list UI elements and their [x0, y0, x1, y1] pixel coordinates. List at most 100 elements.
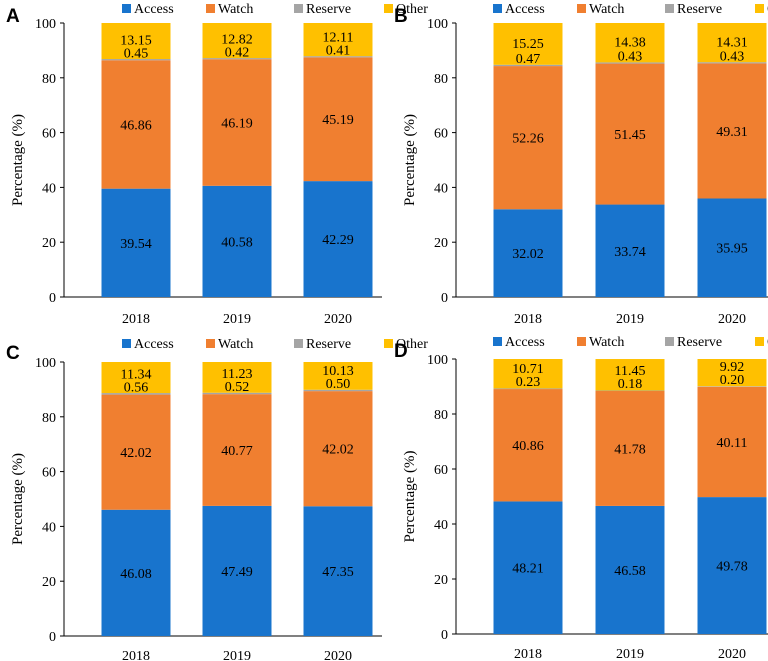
y-tick-label: 100 — [35, 17, 56, 32]
x-tick-label: 2018 — [122, 649, 150, 661]
panel-letter: D — [394, 341, 408, 362]
legend-swatch-other — [384, 4, 393, 13]
data-label-watch-2018: 42.02 — [120, 446, 152, 461]
data-label-other-2019: 12.82 — [221, 32, 253, 47]
data-label-access-2019: 33.74 — [614, 245, 646, 260]
y-axis-label: Percentage (%) — [402, 114, 418, 206]
data-label-reserve-2019: 0.43 — [618, 50, 643, 65]
bar-reserve-2019 — [202, 58, 272, 60]
bar-watch-2019 — [202, 59, 272, 186]
data-label-reserve-2020: 0.43 — [720, 49, 745, 64]
data-label-access-2020: 49.78 — [716, 560, 748, 575]
data-label-access-2019: 40.58 — [221, 235, 253, 250]
data-label-other-2018: 15.25 — [512, 37, 544, 52]
bar-access-2019 — [202, 505, 272, 636]
data-label-watch-2020: 40.11 — [717, 436, 748, 451]
bar-watch-2019 — [595, 391, 665, 506]
bar-watch-2020 — [303, 57, 373, 182]
bar-watch-2018 — [493, 66, 563, 210]
legend-label-reserve: Reserve — [306, 337, 351, 352]
data-label-watch-2018: 52.26 — [512, 132, 544, 147]
legend-label-reserve: Reserve — [306, 2, 351, 17]
bar-reserve-2020 — [303, 56, 373, 58]
bar-reserve-2019 — [202, 392, 272, 395]
data-label-reserve-2018: 0.23 — [516, 375, 541, 390]
bar-access-2020 — [303, 506, 373, 636]
bar-other-2018 — [493, 359, 563, 389]
legend-swatch-other — [755, 4, 764, 13]
bar-access-2020 — [697, 198, 767, 297]
legend-label-watch: Watch — [218, 2, 253, 17]
data-label-other-2018: 11.34 — [121, 368, 152, 383]
legend-label-access: Access — [134, 337, 174, 352]
data-label-other-2018: 13.15 — [120, 33, 152, 48]
y-axis-label: Percentage (%) — [10, 453, 26, 545]
bar-other-2019 — [202, 23, 272, 59]
bar-access-2019 — [595, 505, 665, 634]
legend-label-access: Access — [134, 2, 174, 17]
bar-access-2018 — [101, 188, 171, 297]
data-label-watch-2020: 42.02 — [322, 443, 354, 458]
x-tick-label: 2018 — [122, 312, 150, 327]
bar-other-2018 — [493, 23, 563, 65]
data-label-access-2020: 42.29 — [322, 233, 354, 248]
y-tick-label: 80 — [434, 72, 448, 87]
legend-swatch-access — [493, 4, 502, 13]
data-label-reserve-2018: 0.56 — [124, 381, 149, 396]
legend-label-access: Access — [505, 335, 545, 350]
y-tick-label: 40 — [42, 181, 56, 196]
legend-label-reserve: Reserve — [677, 335, 722, 350]
bar-watch-2018 — [101, 60, 171, 189]
y-tick-label: 0 — [49, 291, 56, 306]
data-label-reserve-2019: 0.52 — [225, 380, 250, 395]
x-tick-label: 2019 — [223, 649, 251, 661]
x-tick-label: 2018 — [514, 647, 542, 661]
bar-reserve-2020 — [303, 389, 373, 392]
chart-panel-d: D Access Watch Reserve Other 0 20 40 60 80 100 Perc… — [394, 335, 768, 661]
legend-label-watch: Watch — [589, 2, 624, 17]
y-tick-label: 100 — [427, 353, 448, 368]
data-label-other-2020: 10.13 — [322, 364, 354, 379]
legend-label-other: Other — [396, 2, 428, 17]
legend-label-access: Access — [505, 2, 545, 17]
data-label-access-2018: 46.08 — [120, 567, 152, 582]
legend-swatch-access — [122, 339, 131, 348]
data-label-other-2018: 10.71 — [512, 362, 544, 377]
bar-watch-2019 — [595, 63, 665, 205]
data-label-watch-2019: 51.45 — [614, 128, 646, 143]
legend-swatch-access — [122, 4, 131, 13]
chart-panel-b: B Access Watch Reserve Other 0 20 40 60 80 100 Perc… — [394, 2, 768, 327]
data-label-other-2020: 12.11 — [323, 30, 354, 45]
data-label-access-2018: 48.21 — [512, 562, 544, 577]
bar-access-2019 — [202, 185, 272, 297]
legend-label-other: Other — [396, 337, 428, 352]
legend-swatch-watch — [206, 339, 215, 348]
y-tick-label: 0 — [441, 628, 448, 643]
legend-swatch-watch — [206, 4, 215, 13]
y-tick-label: 80 — [42, 411, 56, 426]
bar-other-2020 — [697, 23, 767, 63]
x-tick-label: 2020 — [324, 312, 352, 327]
bar-reserve-2018 — [493, 64, 563, 67]
data-label-access-2020: 47.35 — [322, 565, 354, 580]
data-label-reserve-2019: 0.42 — [225, 45, 250, 60]
bar-access-2018 — [493, 501, 563, 634]
y-tick-label: 40 — [434, 181, 448, 196]
data-label-reserve-2020: 0.41 — [326, 43, 351, 58]
bar-other-2020 — [697, 359, 767, 387]
y-tick-label: 80 — [434, 408, 448, 423]
bar-reserve-2018 — [101, 59, 171, 61]
chart-panel-a: A Access Watch Reserve Other 0 20 40 60 80 100 Perc… — [6, 2, 428, 327]
bar-other-2019 — [595, 23, 665, 63]
y-tick-label: 0 — [49, 630, 56, 645]
x-tick-label: 2020 — [718, 647, 746, 661]
panel-letter: B — [394, 6, 408, 27]
bar-access-2018 — [493, 209, 563, 297]
y-tick-label: 60 — [42, 127, 56, 142]
data-label-reserve-2018: 0.45 — [124, 46, 149, 61]
y-tick-label: 20 — [434, 573, 448, 588]
bar-other-2018 — [101, 23, 171, 60]
data-label-watch-2020: 49.31 — [716, 125, 748, 140]
